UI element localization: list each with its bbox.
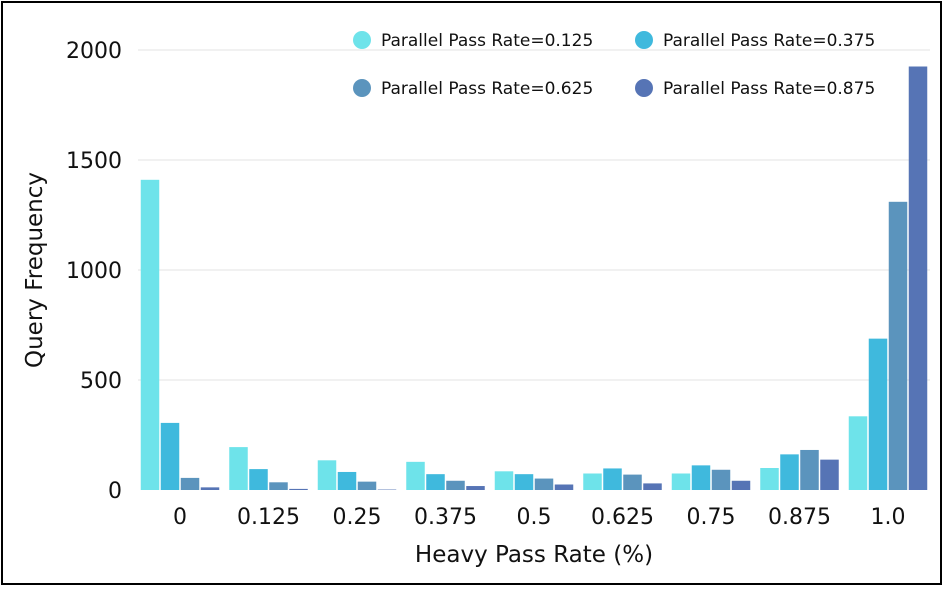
y-tick-label: 2000 <box>66 39 122 64</box>
bar <box>229 447 248 490</box>
bar <box>848 416 868 490</box>
bar <box>820 459 839 490</box>
bar <box>760 468 779 490</box>
bar <box>269 482 288 490</box>
bar <box>426 474 445 490</box>
legend-item: Parallel Pass Rate=0.375 <box>635 31 875 51</box>
bar <box>643 483 662 490</box>
x-tick-label: 0.25 <box>333 505 382 530</box>
legend-label: Parallel Pass Rate=0.125 <box>381 31 593 51</box>
bar <box>888 201 908 491</box>
x-axis-ticks: 0 0.125 0.25 0.375 0.5 0.625 0.75 0.875 1.0 <box>173 505 906 530</box>
bar <box>180 477 200 490</box>
y-tick-label: 1500 <box>66 149 122 174</box>
bar <box>317 460 337 490</box>
bar <box>603 468 622 490</box>
x-tick-label: 0.75 <box>687 505 736 530</box>
bar <box>534 478 554 490</box>
bar <box>671 473 691 490</box>
x-tick-label: 0.5 <box>517 505 552 530</box>
legend-marker <box>353 31 371 49</box>
bars <box>140 66 928 491</box>
legend-label: Parallel Pass Rate=0.875 <box>663 79 875 99</box>
bar <box>514 474 534 490</box>
x-tick-label: 0 <box>173 505 187 530</box>
y-axis-label: Query Frequency <box>22 172 48 368</box>
bar <box>494 471 514 490</box>
legend-label: Parallel Pass Rate=0.375 <box>663 31 875 51</box>
legend-item: Parallel Pass Rate=0.125 <box>353 31 593 51</box>
bar <box>337 471 357 490</box>
y-axis-ticks: 0 500 1000 1500 2000 <box>66 39 122 504</box>
legend-item: Parallel Pass Rate=0.625 <box>353 79 593 99</box>
x-tick-label: 1.0 <box>871 505 906 530</box>
legend-marker <box>635 79 653 97</box>
y-tick-label: 0 <box>108 479 122 504</box>
x-tick-label: 0.125 <box>237 505 300 530</box>
legend-marker <box>635 31 653 49</box>
bar <box>200 487 220 490</box>
x-tick-label: 0.875 <box>768 505 831 530</box>
x-axis-label: Heavy Pass Rate (%) <box>415 542 653 568</box>
bar <box>780 454 799 490</box>
y-tick-label: 1000 <box>66 259 122 284</box>
bar <box>554 484 574 490</box>
bar <box>691 465 711 490</box>
bar <box>731 480 751 490</box>
legend-item: Parallel Pass Rate=0.875 <box>635 79 875 99</box>
gridlines <box>138 49 930 381</box>
bar <box>711 469 731 490</box>
legend-label: Parallel Pass Rate=0.625 <box>381 79 593 99</box>
bar <box>868 338 888 490</box>
bar <box>140 179 160 491</box>
bar <box>249 469 268 490</box>
bar <box>357 481 377 490</box>
bar <box>800 449 819 490</box>
bar <box>908 66 928 490</box>
bar <box>583 473 602 490</box>
bar <box>406 461 425 490</box>
legend: Parallel Pass Rate=0.125 Parallel Pass Ra… <box>353 31 875 99</box>
legend-marker <box>353 79 371 97</box>
bar <box>623 474 642 490</box>
bar <box>160 422 180 490</box>
y-tick-label: 500 <box>80 369 122 394</box>
bar <box>446 480 465 490</box>
bar <box>289 488 308 490</box>
x-tick-label: 0.625 <box>591 505 654 530</box>
x-tick-label: 0.375 <box>414 505 477 530</box>
bar <box>466 486 485 490</box>
